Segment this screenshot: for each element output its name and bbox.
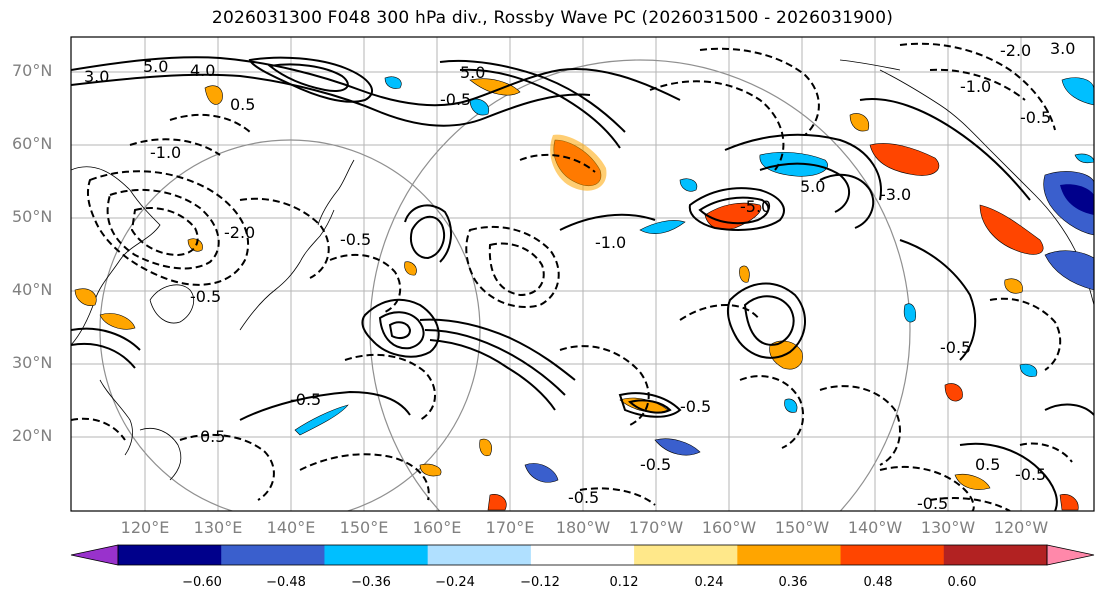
contour-label: 0.5	[200, 427, 225, 446]
longitude-label: 130°E	[193, 518, 243, 537]
contour-label: -0.5	[917, 494, 948, 513]
colorbar-cell	[634, 545, 738, 565]
colorbar-max-extension	[1046, 544, 1095, 566]
contour-label: 4.0	[190, 61, 215, 80]
contour-label: 5.0	[800, 177, 825, 196]
longitude-label: 140°W	[847, 518, 903, 537]
longitude-label: 150°W	[774, 518, 830, 537]
colorbar-tick-label: −0.48	[266, 575, 306, 590]
contour-label: -0.5	[680, 397, 711, 416]
colorbar-tick-label: −0.36	[351, 575, 391, 590]
latitude-label: 40°N	[12, 280, 53, 299]
map-content: 3.0 5.0 4.0 5.0 -2.0 3.0 -1.0 -0.5 0.5 -…	[71, 37, 1094, 513]
longitude-label: 170°E	[485, 518, 535, 537]
map-frame	[70, 36, 1095, 512]
colorbar-cell	[530, 545, 635, 565]
colorbar-cell	[324, 545, 429, 565]
map-title: 2026031300 F048 300 hPa div., Rossby Wav…	[211, 8, 894, 28]
contour-label: 5.0	[460, 63, 485, 82]
latitude-label: 70°N	[12, 61, 53, 80]
contour-label: -0.5	[568, 488, 599, 507]
colorbar-cell	[118, 545, 222, 565]
contour-label: -0.5	[940, 338, 971, 357]
contour-label: -5.0	[740, 197, 771, 216]
latitude-label: 20°N	[12, 426, 53, 445]
colorbar-tick-label: 0.48	[863, 575, 893, 590]
contour-label: 3.0	[1050, 39, 1075, 58]
colorbar-tick-label: 0.12	[609, 575, 639, 590]
contour-label: -1.0	[960, 77, 991, 96]
longitude-label: 120°E	[120, 518, 170, 537]
colorbar-tick-label: 0.36	[778, 575, 808, 590]
longitude-label: 130°W	[920, 518, 976, 537]
colorbar-cell	[840, 545, 945, 565]
contour-label: 0.5	[975, 455, 1000, 474]
latitude-label: 60°N	[12, 134, 53, 153]
latitude-label: 30°N	[12, 353, 53, 372]
longitude-label: 150°E	[339, 518, 389, 537]
colorbar-cell	[737, 545, 842, 565]
longitude-label: 120°W	[993, 518, 1049, 537]
colorbar-tick-label: −0.24	[435, 575, 475, 590]
colorbar-tick-label: −0.12	[520, 575, 560, 590]
solid-contours	[71, 56, 1094, 511]
colorbar-tick-label: 0.60	[947, 575, 977, 590]
contour-label: -0.5	[190, 287, 221, 306]
latitude-label: 50°N	[12, 207, 53, 226]
colorbar-cell	[943, 545, 1048, 565]
longitude-label: 160°E	[412, 518, 462, 537]
colorbar-frame	[117, 544, 1048, 566]
contour-label: -0.5	[340, 230, 371, 249]
contour-label: -2.0	[224, 223, 255, 242]
colorbar-cell	[427, 545, 532, 565]
longitude-label: 140°E	[266, 518, 316, 537]
contour-label: 3.0	[84, 67, 109, 86]
reference-circle	[369, 59, 911, 511]
contour-label: -0.5	[640, 455, 671, 474]
graticule	[71, 37, 1094, 511]
colorbar-min-extension	[70, 544, 119, 566]
contour-label: -3.0	[880, 185, 911, 204]
longitude-label: 170°W	[628, 518, 684, 537]
contour-label: -0.5	[1020, 108, 1051, 127]
shaded-fields	[74, 76, 1094, 511]
contour-labels: 3.0 5.0 4.0 5.0 -2.0 3.0 -1.0 -0.5 0.5 -…	[84, 39, 1075, 513]
colorbar-cell	[221, 545, 325, 565]
contour-label: -0.5	[440, 90, 471, 109]
contour-label: 5.0	[143, 57, 168, 76]
contour-label: -0.5	[1015, 465, 1046, 484]
longitude-label: 180°W	[555, 518, 611, 537]
longitude-label: 160°W	[701, 518, 757, 537]
contour-label: 0.5	[230, 95, 255, 114]
dashed-contours	[71, 42, 1073, 511]
colorbar	[70, 544, 1095, 566]
contour-label: -0.5	[290, 390, 321, 409]
contour-label: -1.0	[150, 143, 181, 162]
contour-label: -2.0	[1000, 41, 1031, 60]
contour-label: -1.0	[595, 233, 626, 252]
colorbar-tick-label: −0.60	[182, 575, 222, 590]
colorbar-tick-label: 0.24	[694, 575, 724, 590]
